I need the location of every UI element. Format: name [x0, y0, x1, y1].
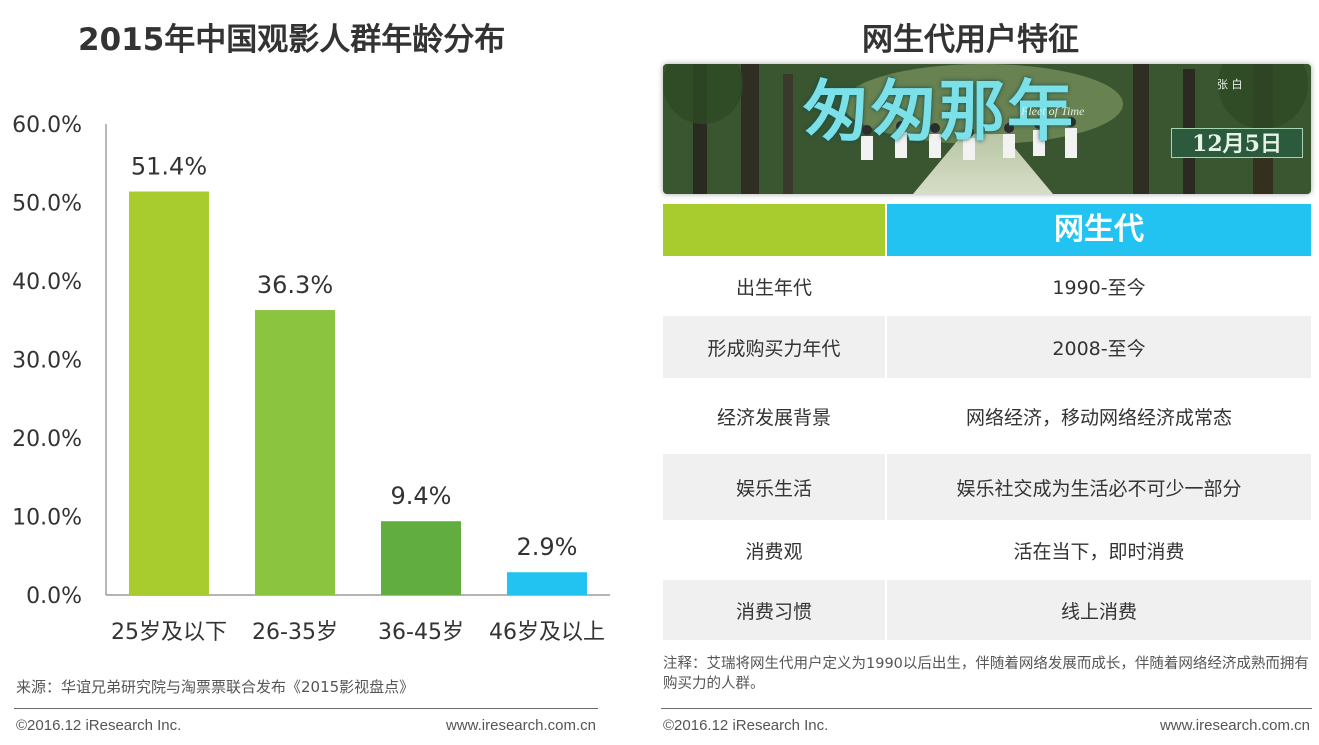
y-tick-label: 50.0% [12, 192, 82, 217]
table-row: 出生年代 1990-至今 [663, 256, 1311, 316]
row-value: 活在当下，即时消费 [887, 520, 1311, 580]
footer-right-panel: ©2016.12 iResearch Inc. www.iresearch.co… [661, 708, 1312, 738]
table-row: 消费习惯 线上消费 [663, 580, 1311, 640]
row-value: 2008-至今 [887, 316, 1311, 378]
source-note: 来源：华谊兄弟研究院与淘票票联合发布《2015影视盘点》 [16, 678, 415, 696]
movie-poster-image: 匆匆那年 Fleet of Time 张 白 12月5日 [663, 64, 1311, 194]
bar-value-label: 36.3% [257, 271, 333, 299]
age-distribution-bar-chart: 0.0% 10.0% 20.0% 30.0% 40.0% 50.0% 60.0% 51.4%… [12, 113, 610, 645]
website-link[interactable]: www.iresearch.com.cn [445, 717, 596, 734]
footer-left-panel: ©2016.12 iResearch Inc. www.iresearch.co… [14, 708, 598, 738]
bar-value-label: 51.4% [131, 153, 207, 181]
table-header-blank [663, 204, 885, 256]
bar [255, 310, 335, 595]
features-table: 网生代 出生年代 1990-至今 形成购买力年代 2008-至今 经济发展背景 … [663, 204, 1311, 640]
bar-value-label: 2.9% [517, 533, 578, 561]
bar [381, 521, 461, 595]
x-tick-label: 26-35岁 [252, 620, 338, 645]
y-tick-label: 30.0% [12, 349, 82, 374]
y-tick-label: 0.0% [26, 584, 82, 609]
poster-credit-text: 张 白 [1217, 78, 1243, 91]
row-label: 娱乐生活 [663, 454, 885, 520]
y-axis-tick-labels: 0.0% 10.0% 20.0% 30.0% 40.0% 50.0% 60.0% [12, 113, 82, 609]
x-tick-label: 46岁及以上 [489, 620, 605, 645]
poster-date-badge: 12月5日 [1171, 128, 1303, 158]
x-axis-tick-labels: 25岁及以下 26-35岁 36-45岁 46岁及以上 [111, 620, 605, 645]
section-title: 网生代用户特征 [862, 22, 1079, 58]
y-tick-label: 20.0% [12, 427, 82, 452]
website-link[interactable]: www.iresearch.com.cn [1159, 717, 1310, 734]
bars-group [129, 191, 587, 595]
y-tick-label: 60.0% [12, 113, 82, 138]
y-tick-label: 40.0% [12, 270, 82, 295]
poster-subtitle: Fleet of Time [1021, 104, 1085, 118]
bar-data-labels: 51.4% 36.3% 9.4% 2.9% [131, 153, 578, 562]
row-value: 网络经济，移动网络经济成常态 [887, 378, 1311, 454]
row-label: 出生年代 [663, 256, 885, 316]
row-label: 形成购买力年代 [663, 316, 885, 378]
row-value: 线上消费 [887, 580, 1311, 640]
row-label: 消费观 [663, 520, 885, 580]
table-row: 娱乐生活 娱乐社交成为生活必不可少一部分 [663, 454, 1311, 520]
row-value: 1990-至今 [887, 256, 1311, 316]
y-tick-label: 10.0% [12, 506, 82, 531]
row-label: 消费习惯 [663, 580, 885, 640]
bar [129, 191, 209, 595]
x-tick-label: 36-45岁 [378, 620, 464, 645]
copyright-text: ©2016.12 iResearch Inc. [663, 717, 829, 734]
bar-value-label: 9.4% [391, 482, 452, 510]
poster-title-text: 匆匆那年 [803, 72, 1075, 150]
table-row: 经济发展背景 网络经济，移动网络经济成常态 [663, 378, 1311, 454]
copyright-text: ©2016.12 iResearch Inc. [16, 717, 182, 734]
row-label: 经济发展背景 [663, 378, 885, 454]
x-tick-label: 25岁及以下 [111, 620, 227, 645]
table-header-label: 网生代 [887, 204, 1311, 256]
chart-title: 2015年中国观影人群年龄分布 [78, 22, 506, 58]
table-header-row: 网生代 [663, 204, 1311, 256]
bar [507, 572, 587, 595]
footnote: 注释：艾瑞将网生代用户定义为1990以后出生，伴随着网络发展而成长，伴随着网络经… [663, 656, 1309, 692]
table-row: 形成购买力年代 2008-至今 [663, 316, 1311, 378]
row-value: 娱乐社交成为生活必不可少一部分 [887, 454, 1311, 520]
table-row: 消费观 活在当下，即时消费 [663, 520, 1311, 580]
